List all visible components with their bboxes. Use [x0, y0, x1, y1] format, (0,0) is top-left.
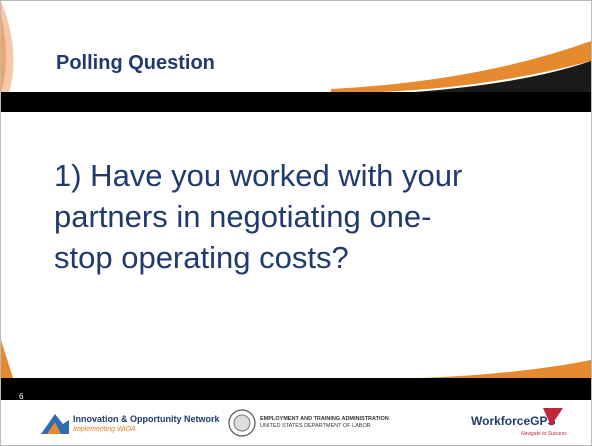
page-number: 6 — [19, 392, 24, 401]
header-swoosh — [1, 1, 591, 93]
dol-seal — [228, 409, 256, 437]
gps-tagline: Navigate to Success — [521, 431, 567, 437]
eta-name: EMPLOYMENT AND TRAINING ADMINISTRATION — [260, 416, 389, 422]
question-line: 1) Have you worked with your — [54, 158, 463, 193]
question-line: stop operating costs? — [54, 240, 349, 275]
footer: Innovation & Opportunity Network Impleme… — [1, 402, 591, 444]
header-band — [1, 92, 591, 112]
gps-name: WorkforceGPS — [471, 414, 556, 428]
ion-logo — [41, 414, 69, 434]
footer-band — [1, 378, 591, 400]
question: 1) Have you worked with your partners in… — [54, 155, 462, 278]
bottom-swoosh — [1, 340, 591, 378]
slide-title: Polling Question — [56, 52, 215, 74]
question-line: partners in negotiating one- — [54, 199, 432, 234]
gps-logo — [543, 408, 563, 426]
eta-department: UNITED STATES DEPARTMENT OF LABOR — [260, 423, 371, 429]
ion-tagline: Implementing WIOA — [73, 426, 136, 433]
ion-name: Innovation & Opportunity Network — [73, 414, 220, 424]
